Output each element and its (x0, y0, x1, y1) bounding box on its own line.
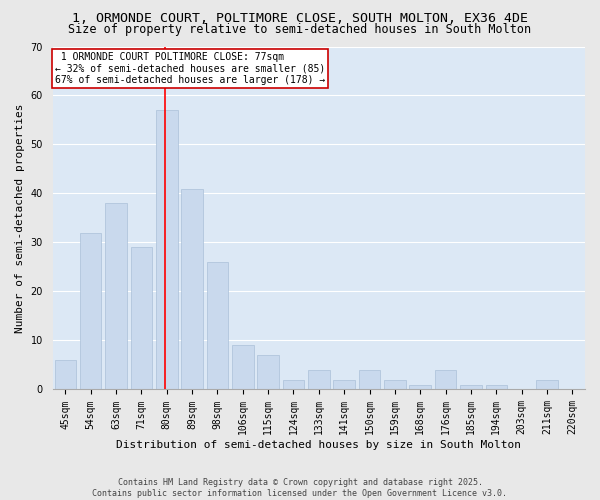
Y-axis label: Number of semi-detached properties: Number of semi-detached properties (15, 103, 25, 332)
Bar (435, 370, 457, 390)
Text: Size of property relative to semi-detached houses in South Molton: Size of property relative to semi-detach… (68, 22, 532, 36)
Bar (308, 370, 329, 390)
Text: 1, ORMONDE COURT, POLTIMORE CLOSE, SOUTH MOLTON, EX36 4DE: 1, ORMONDE COURT, POLTIMORE CLOSE, SOUTH… (72, 12, 528, 26)
Bar (257, 355, 279, 390)
X-axis label: Distribution of semi-detached houses by size in South Molton: Distribution of semi-detached houses by … (116, 440, 521, 450)
Bar (334, 380, 355, 390)
Bar (485, 384, 507, 390)
Bar (460, 384, 482, 390)
Bar (232, 346, 254, 390)
Bar (536, 380, 558, 390)
Bar (80, 232, 101, 390)
Bar (181, 188, 203, 390)
Bar (283, 380, 304, 390)
Text: 1 ORMONDE COURT POLTIMORE CLOSE: 77sqm
← 32% of semi-detached houses are smaller: 1 ORMONDE COURT POLTIMORE CLOSE: 77sqm ←… (55, 52, 326, 85)
Text: Contains HM Land Registry data © Crown copyright and database right 2025.
Contai: Contains HM Land Registry data © Crown c… (92, 478, 508, 498)
Bar (409, 384, 431, 390)
Bar (105, 204, 127, 390)
Bar (359, 370, 380, 390)
Bar (131, 248, 152, 390)
Bar (384, 380, 406, 390)
Bar (206, 262, 228, 390)
Bar (55, 360, 76, 390)
Bar (156, 110, 178, 390)
